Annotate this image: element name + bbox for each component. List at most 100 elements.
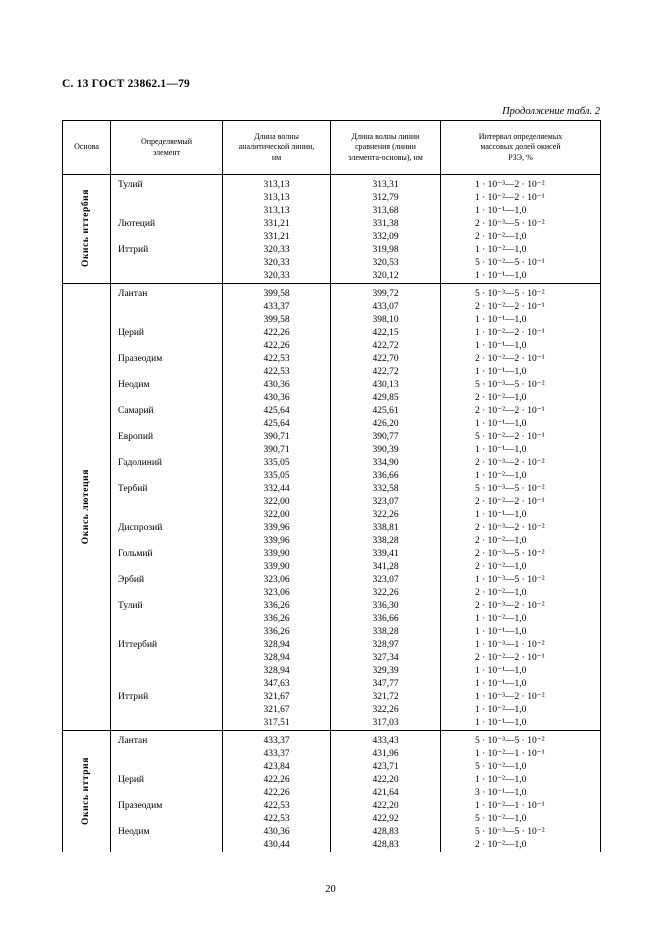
cell-element xyxy=(110,678,223,691)
cell-element: Самарий xyxy=(110,405,223,418)
cell-interval: 1 · 10⁻²—1,0 xyxy=(440,470,601,483)
base-oxide-label: Окись лютеция xyxy=(62,283,111,731)
cell-element xyxy=(110,761,223,774)
cell-element xyxy=(110,613,223,626)
cell-analytical: 422,26 xyxy=(222,340,331,353)
table-row: 347,63 347,77 1 · 10⁻¹—1,0 xyxy=(63,678,601,691)
cell-element xyxy=(110,231,223,244)
cell-element: Неодим xyxy=(110,826,223,839)
cell-interval: 1 · 10⁻²—1,0 xyxy=(440,244,601,257)
table-row: 331,21 332,09 2 · 10⁻²—1,0 xyxy=(63,231,601,244)
cell-comparison: 320,12 xyxy=(330,270,441,284)
cell-analytical: 331,21 xyxy=(222,231,331,244)
cell-element xyxy=(110,704,223,717)
cell-analytical: 422,26 xyxy=(222,774,331,787)
cell-comparison: 429,85 xyxy=(330,392,441,405)
header-analytical-wavelength: Длина волны аналитической линии, нм xyxy=(222,120,331,175)
cell-element xyxy=(110,418,223,431)
cell-comparison: 390,77 xyxy=(330,431,441,444)
cell-element xyxy=(110,626,223,639)
cell-comparison: 332,58 xyxy=(330,483,441,496)
cell-comparison: 328,97 xyxy=(330,639,441,652)
cell-interval: 5 · 10⁻²—5 · 10⁻¹ xyxy=(440,257,601,270)
cell-comparison: 322,26 xyxy=(330,509,441,522)
table-continuation-note: Продолжение табл. 2 xyxy=(502,106,600,117)
cell-analytical: 423,84 xyxy=(222,761,331,774)
table-row: Гольмий 339,90 339,41 2 · 10⁻³—5 · 10⁻² xyxy=(63,548,601,561)
table-row: Самарий 425,64 425,61 2 · 10⁻²—2 · 10⁻¹ xyxy=(63,405,601,418)
cell-element: Лантан xyxy=(110,283,223,301)
doc-header: С. 13 ГОСТ 23862.1—79 xyxy=(62,78,190,90)
cell-analytical: 433,37 xyxy=(222,748,331,761)
cell-comparison: 422,20 xyxy=(330,774,441,787)
cell-analytical: 430,36 xyxy=(222,392,331,405)
cell-element xyxy=(110,301,223,314)
cell-interval: 2 · 10⁻²—2 · 10⁻¹ xyxy=(440,353,601,366)
table-section: Окись иттербия Тулий 313,13 313,31 1 · 10⁻³—… xyxy=(62,174,601,284)
table-row: Диспрозий 339,96 338,81 2 · 10⁻³—2 · 10⁻² xyxy=(63,522,601,535)
cell-comparison: 433,07 xyxy=(330,301,441,314)
cell-element: Празеодим xyxy=(110,800,223,813)
table-row: 328,94 327,34 2 · 10⁻²—2 · 10⁻¹ xyxy=(63,652,601,665)
table-row: 422,26 422,72 1 · 10⁻¹—1,0 xyxy=(63,340,601,353)
cell-interval: 1 · 10⁻³—5 · 10⁻² xyxy=(440,574,601,587)
table-row: 430,44 428,83 2 · 10⁻²—1,0 xyxy=(63,839,601,852)
cell-element: Неодим xyxy=(110,379,223,392)
table-row: Празеодим 422,53 422,70 2 · 10⁻²—2 · 10⁻¹ xyxy=(63,353,601,366)
cell-interval: 1 · 10⁻¹—1,0 xyxy=(440,665,601,678)
cell-interval: 1 · 10⁻¹—1,0 xyxy=(440,444,601,457)
table-row: Неодим 430,36 428,83 5 · 10⁻³—5 · 10⁻² xyxy=(63,826,601,839)
table-row: Гадолиний 335,05 334,90 2 · 10⁻³—2 · 10⁻² xyxy=(63,457,601,470)
table-row: 320,33 320,53 5 · 10⁻²—5 · 10⁻¹ xyxy=(63,257,601,270)
cell-interval: 2 · 10⁻³—2 · 10⁻² xyxy=(440,457,601,470)
cell-element: Европий xyxy=(110,431,223,444)
cell-interval: 1 · 10⁻²—1 · 10⁻¹ xyxy=(440,800,601,813)
cell-comparison: 312,79 xyxy=(330,192,441,205)
cell-interval: 2 · 10⁻²—2 · 10⁻¹ xyxy=(440,496,601,509)
cell-element: Церий xyxy=(110,774,223,787)
cell-comparison: 422,70 xyxy=(330,353,441,366)
cell-analytical: 322,00 xyxy=(222,496,331,509)
cell-element xyxy=(110,561,223,574)
cell-element: Иттрий xyxy=(110,691,223,704)
cell-comparison: 329,39 xyxy=(330,665,441,678)
cell-interval: 1 · 10⁻¹—1,0 xyxy=(440,678,601,691)
cell-element: Церий xyxy=(110,327,223,340)
cell-analytical: 339,90 xyxy=(222,548,331,561)
cell-interval: 1 · 10⁻²—1,0 xyxy=(440,704,601,717)
cell-comparison: 423,71 xyxy=(330,761,441,774)
table-section: Окись лютеция Лантан 399,58 399,72 5 · 10⁻³—… xyxy=(62,283,601,731)
cell-analytical: 425,64 xyxy=(222,405,331,418)
cell-interval: 5 · 10⁻²—2 · 10⁻¹ xyxy=(440,431,601,444)
cell-interval: 1 · 10⁻²—1 · 10⁻¹ xyxy=(440,748,601,761)
cell-comparison: 422,72 xyxy=(330,366,441,379)
cell-interval: 2 · 10⁻³—2 · 10⁻² xyxy=(440,600,601,613)
cell-interval: 2 · 10⁻²—1,0 xyxy=(440,561,601,574)
cell-comparison: 341,28 xyxy=(330,561,441,574)
cell-interval: 2 · 10⁻³—5 · 10⁻² xyxy=(440,548,601,561)
cell-analytical: 335,05 xyxy=(222,457,331,470)
cell-interval: 1 · 10⁻¹—1,0 xyxy=(440,270,601,284)
cell-interval: 2 · 10⁻²—1,0 xyxy=(440,392,601,405)
cell-analytical: 331,21 xyxy=(222,218,331,231)
cell-interval: 1 · 10⁻¹—1,0 xyxy=(440,340,601,353)
table-row: 323,06 322,26 2 · 10⁻²—1,0 xyxy=(63,587,601,600)
cell-element: Тулий xyxy=(110,600,223,613)
cell-analytical: 328,94 xyxy=(222,665,331,678)
cell-comparison: 399,72 xyxy=(330,283,441,301)
table-row: Иттербий 328,94 328,97 1 · 10⁻³—1 · 10⁻² xyxy=(63,639,601,652)
cell-analytical: 433,37 xyxy=(222,301,331,314)
cell-comparison: 322,26 xyxy=(330,587,441,600)
table-row: 322,00 323,07 2 · 10⁻²—2 · 10⁻¹ xyxy=(63,496,601,509)
cell-interval: 1 · 10⁻¹—1,0 xyxy=(440,205,601,218)
cell-element xyxy=(110,587,223,600)
cell-analytical: 335,05 xyxy=(222,470,331,483)
cell-element xyxy=(110,192,223,205)
table-row: 336,26 338,28 1 · 10⁻¹—1,0 xyxy=(63,626,601,639)
table-row: Окись лютеция Лантан 399,58 399,72 5 · 10⁻³—… xyxy=(62,283,601,731)
table-row: Иттрий 320,33 319,98 1 · 10⁻²—1,0 xyxy=(63,244,601,257)
cell-comparison: 428,83 xyxy=(330,826,441,839)
cell-analytical: 328,94 xyxy=(222,652,331,665)
table-row: Церий 422,26 422,15 1 · 10⁻²—2 · 10⁻¹ xyxy=(63,327,601,340)
cell-analytical: 425,64 xyxy=(222,418,331,431)
